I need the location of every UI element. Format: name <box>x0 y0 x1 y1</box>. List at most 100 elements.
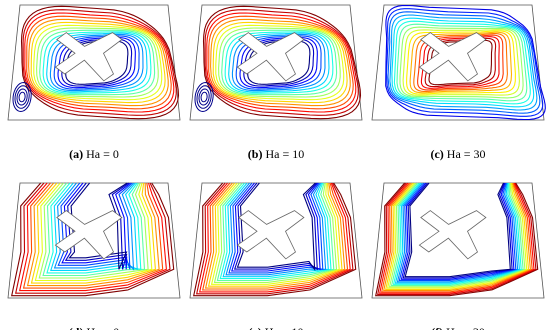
contour-line <box>221 29 338 96</box>
contour-line <box>42 31 152 94</box>
contour-line <box>204 9 359 116</box>
contour-line <box>222 182 329 278</box>
caption-text: Ha = 30 <box>447 147 486 161</box>
caption-text: Ha = 30 <box>446 325 485 330</box>
obstacle <box>418 32 487 82</box>
caption-text: Ha = 10 <box>265 325 304 330</box>
contour-line <box>377 182 537 295</box>
corner-vortex <box>200 91 208 103</box>
contour-line <box>385 4 546 121</box>
panel-label: (f) <box>431 325 443 330</box>
contour-line <box>396 23 528 102</box>
contour-line <box>30 182 156 284</box>
panel: (e) Ha = 10 <box>189 182 363 330</box>
contour-line <box>28 18 169 107</box>
domain-boundary <box>189 182 363 299</box>
obstacle <box>54 32 123 82</box>
contour-line <box>399 26 524 99</box>
contour-line <box>393 20 531 105</box>
contour-line <box>236 182 316 272</box>
contour-line <box>233 182 318 271</box>
contour-line <box>206 12 357 113</box>
contour-line <box>225 182 327 276</box>
contour-line <box>386 182 528 289</box>
contour-line <box>391 17 535 108</box>
contour-line <box>394 182 520 284</box>
contour-line <box>30 21 166 104</box>
contour-line <box>208 15 354 110</box>
contour-line <box>383 182 531 292</box>
contour-line <box>46 182 142 274</box>
contour-line <box>390 182 524 287</box>
contour-line <box>210 18 351 107</box>
contour-line <box>406 30 516 95</box>
panel-label: (c) <box>430 147 443 161</box>
panel-caption: (a) Ha = 0 <box>69 147 119 161</box>
contour-line <box>24 12 175 113</box>
contour-line <box>396 182 519 283</box>
corner-vortex <box>12 81 32 113</box>
panel-label: (d) <box>69 325 84 330</box>
contour-line <box>381 182 533 293</box>
contour-line <box>199 182 351 293</box>
caption-text: Ha = 0 <box>86 325 119 330</box>
panel-label: (e) <box>248 325 261 330</box>
corner-vortex <box>198 88 210 106</box>
contour-line <box>219 182 332 280</box>
contour-line <box>39 29 156 96</box>
contour-line <box>26 182 160 287</box>
contour-line <box>193 182 357 297</box>
corner-vortex <box>194 81 214 113</box>
panel-caption: (d) Ha = 0 <box>69 325 119 330</box>
contour-line <box>385 8 544 117</box>
contour-line <box>26 15 172 110</box>
panel: (f) Ha = 30 <box>371 182 545 330</box>
domain-boundary <box>371 182 545 299</box>
caption-text: Ha = 0 <box>86 147 119 161</box>
panel-label: (a) <box>69 147 83 161</box>
contour-line <box>218 27 341 98</box>
contour-line <box>34 182 153 282</box>
contour-line <box>42 182 146 277</box>
contour-line <box>231 182 321 272</box>
contour-line <box>50 182 138 271</box>
contour-line <box>420 36 500 89</box>
contour-line <box>36 27 159 98</box>
corner-vortex <box>196 85 212 109</box>
contour-line <box>387 11 541 114</box>
caption-text: Ha = 10 <box>265 147 304 161</box>
contour-line <box>212 21 348 104</box>
contour-line <box>228 182 324 274</box>
panel-caption: (c) Ha = 30 <box>430 147 485 161</box>
contour-line <box>22 9 177 116</box>
contour-line <box>392 182 522 285</box>
contour-line <box>196 182 354 295</box>
contour-line <box>53 182 135 271</box>
domain-boundary <box>7 182 181 299</box>
contour-line <box>49 33 144 92</box>
contour-line <box>213 182 338 283</box>
panel: (b) Ha = 10 <box>189 4 363 161</box>
contour-line <box>404 182 511 278</box>
obstacle <box>54 210 123 260</box>
contour-line <box>202 182 349 291</box>
contour-line <box>375 182 539 297</box>
contour-line <box>20 5 180 120</box>
contour-line <box>207 182 343 287</box>
contour-line <box>210 182 340 285</box>
contour-line <box>228 32 330 93</box>
contour-line <box>11 182 175 297</box>
panel-caption: (f) Ha = 30 <box>431 325 485 330</box>
contour-line <box>385 182 530 290</box>
contour-line <box>417 34 504 91</box>
contour-line <box>15 182 171 294</box>
contour-line <box>409 31 513 94</box>
contour-line <box>398 182 517 282</box>
contour-line <box>61 182 131 270</box>
contour-line <box>224 31 334 94</box>
domain-boundary <box>7 4 181 121</box>
obstacle <box>418 210 487 260</box>
panel: (d) Ha = 0 <box>7 182 181 330</box>
contour-line <box>389 14 538 111</box>
